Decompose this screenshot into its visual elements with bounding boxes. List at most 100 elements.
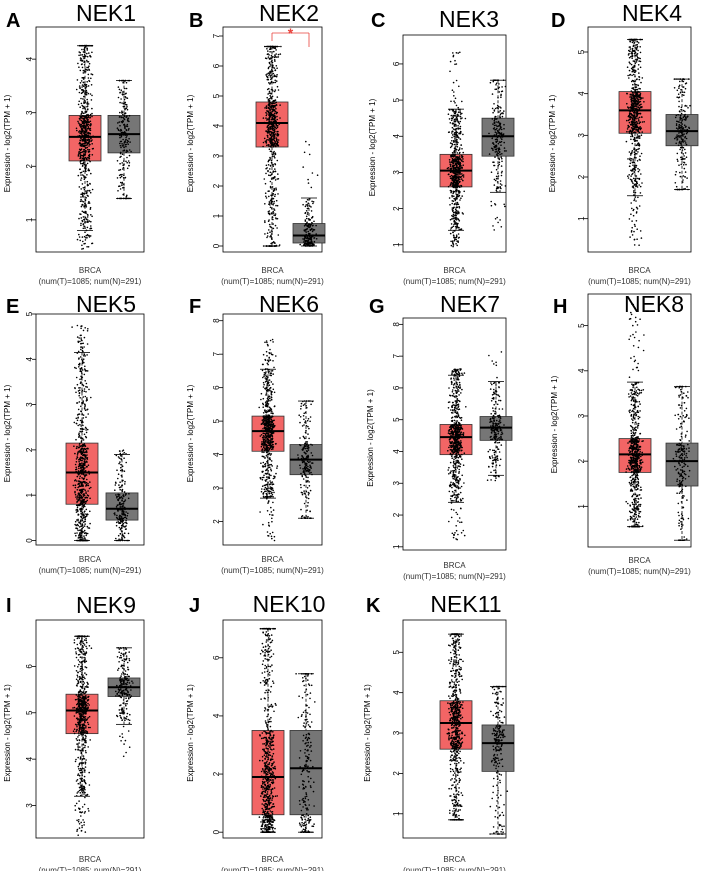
tumor-point <box>637 151 639 153</box>
tumor-point <box>79 536 82 538</box>
normal-point <box>306 207 309 210</box>
normal-point <box>308 232 311 235</box>
tumor-point <box>452 192 454 195</box>
tumor-point <box>449 165 452 167</box>
tumor-point <box>632 45 635 48</box>
normal-point <box>678 87 680 89</box>
tumor-point <box>637 136 639 138</box>
normal-point <box>120 134 122 136</box>
tumor-point <box>78 130 81 132</box>
tumor-point <box>88 200 90 203</box>
tumor-point <box>79 520 82 522</box>
normal-point <box>498 147 501 149</box>
tumor-point <box>271 186 274 188</box>
tumor-point <box>82 223 85 225</box>
tumor-point <box>89 135 91 138</box>
tumor-point <box>454 102 456 104</box>
tumor-point <box>269 231 271 233</box>
normal-point <box>121 480 124 482</box>
normal-point <box>499 190 501 192</box>
tumor-point <box>459 171 461 174</box>
tumor-point <box>636 78 638 80</box>
tumor-point <box>634 131 636 134</box>
tumor-point <box>455 219 458 221</box>
normal-point <box>115 521 118 524</box>
normal-point <box>493 124 496 127</box>
tumor-point <box>272 129 275 132</box>
tumor-point <box>635 125 638 128</box>
normal-point <box>305 215 308 218</box>
tumor-point <box>452 183 455 185</box>
tumor-point <box>269 51 271 53</box>
tumor-point <box>82 342 84 345</box>
tumor-point <box>462 179 464 182</box>
tumor-point <box>79 428 82 430</box>
tumor-point <box>78 401 81 403</box>
normal-point <box>679 78 682 80</box>
x-axis-label: BRCA <box>79 555 102 564</box>
tumor-point <box>632 87 634 89</box>
normal-point <box>678 132 680 134</box>
tumor-point <box>462 160 464 163</box>
normal-point <box>681 181 684 183</box>
x-axis-sublabel: (num(T)=1085; num(N)=291) <box>403 277 506 286</box>
tumor-point <box>77 341 80 344</box>
normal-point <box>123 114 126 116</box>
tumor-point <box>636 91 638 93</box>
tumor-point <box>455 79 458 82</box>
tumor-point <box>86 102 88 105</box>
tumor-point <box>630 135 632 138</box>
normal-point <box>682 179 684 181</box>
tumor-point <box>78 66 80 68</box>
normal-point <box>495 189 498 192</box>
normal-point <box>682 141 685 143</box>
tumor-point <box>631 79 634 82</box>
tumor-point <box>268 74 270 77</box>
normal-point <box>677 160 679 162</box>
tumor-point <box>78 535 80 537</box>
normal-point <box>684 140 686 142</box>
normal-point <box>496 181 499 183</box>
tumor-point <box>632 103 635 106</box>
normal-point <box>301 235 304 237</box>
tumor-point <box>75 511 78 513</box>
tumor-point <box>81 483 83 485</box>
y-tick-label: 2 <box>212 519 221 524</box>
tumor-point <box>80 222 82 225</box>
tumor-point <box>631 133 633 135</box>
tumor-point <box>79 465 81 467</box>
tumor-point <box>275 245 278 247</box>
tumor-point <box>82 170 85 173</box>
tumor-point <box>78 148 81 151</box>
normal-point <box>681 120 683 122</box>
tumor-point <box>268 370 270 373</box>
normal-point <box>119 181 122 184</box>
normal-point <box>491 135 494 138</box>
significance-bracket: * <box>271 25 310 47</box>
tumor-point <box>81 491 83 493</box>
normal-point <box>127 79 129 82</box>
normal-point <box>491 107 494 110</box>
tumor-point <box>271 117 274 120</box>
tumor-point <box>91 44 94 47</box>
normal-point <box>307 225 310 228</box>
tumor-point <box>85 190 87 192</box>
tumor-point <box>455 173 457 176</box>
normal-point <box>125 116 128 118</box>
tumor-point <box>78 150 80 153</box>
normal-point <box>304 205 307 208</box>
tumor-point <box>84 395 87 398</box>
tumor-point <box>78 85 81 87</box>
tumor-point <box>630 67 633 70</box>
tumor-point <box>78 442 81 445</box>
tumor-point <box>632 214 635 217</box>
tumor-point <box>453 133 456 136</box>
normal-point <box>687 78 690 80</box>
normal-point <box>116 197 119 200</box>
tumor-point <box>452 81 455 84</box>
normal-point <box>684 82 687 85</box>
tumor-point <box>632 94 635 97</box>
tumor-point <box>85 451 88 453</box>
tumor-point <box>87 495 90 497</box>
tumor-point <box>631 168 634 171</box>
